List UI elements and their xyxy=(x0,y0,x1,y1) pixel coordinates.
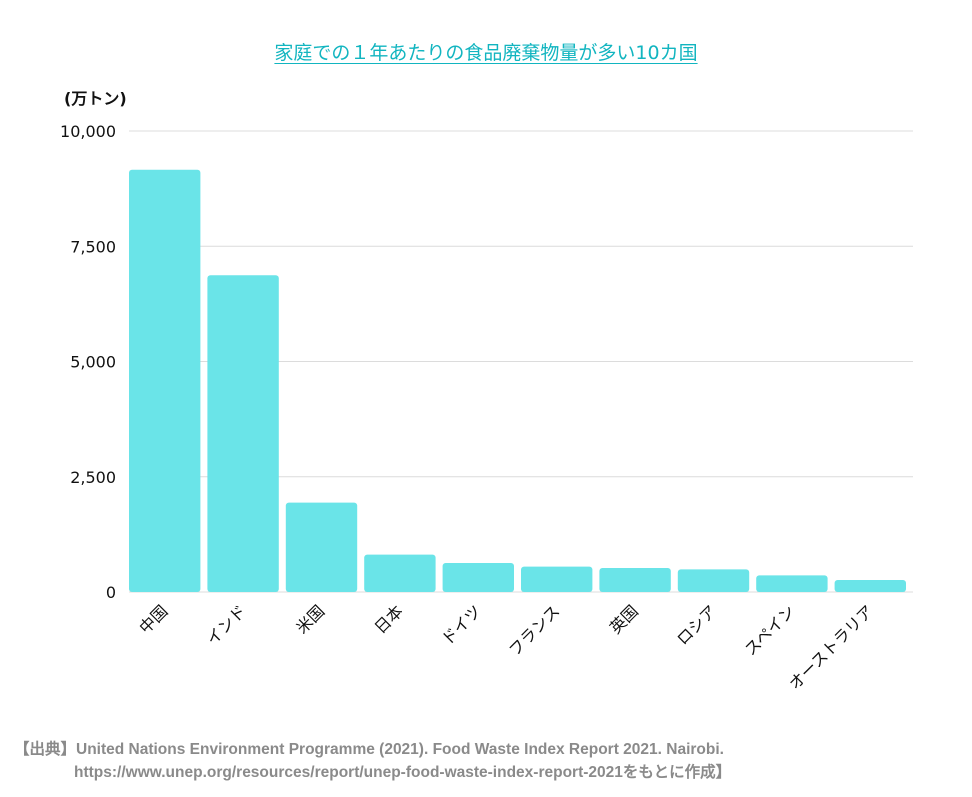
x-tick-label: 英国 xyxy=(606,601,642,637)
bar xyxy=(442,562,514,592)
bars xyxy=(129,169,906,592)
bar xyxy=(677,569,750,592)
bar xyxy=(285,502,358,592)
y-axis-label: (万トン) xyxy=(64,89,127,108)
y-tick-label: 2,500 xyxy=(70,468,116,487)
bar xyxy=(599,568,671,592)
x-tick-label: 日本 xyxy=(371,601,407,637)
x-tick-label: インド xyxy=(203,601,250,648)
source-line-1: 【出典】United Nations Environment Programme… xyxy=(14,741,724,758)
y-axis-ticks: 0 2,500 5,000 7,500 10,000 xyxy=(60,122,116,602)
x-tick-label: ドイツ xyxy=(438,601,485,648)
bar xyxy=(207,275,279,592)
bar xyxy=(756,575,828,592)
y-tick-label: 0 xyxy=(106,583,116,602)
x-tick-label: スペイン xyxy=(741,601,799,659)
y-tick-label: 5,000 xyxy=(70,353,116,372)
chart-title-text: 家庭での１年あたりの食品廃棄物量が多い10カ国 xyxy=(274,42,698,64)
x-tick-label: オーストラリア xyxy=(785,601,877,693)
bar xyxy=(129,169,201,592)
bar xyxy=(364,554,436,592)
chart-title: 家庭での１年あたりの食品廃棄物量が多い10カ国 xyxy=(0,38,972,65)
y-tick-label: 10,000 xyxy=(60,122,116,141)
x-tick-label: フランス xyxy=(505,601,563,659)
x-tick-label: 中国 xyxy=(135,601,171,637)
source-note: 【出典】United Nations Environment Programme… xyxy=(14,738,964,784)
x-tick-label: 米国 xyxy=(292,601,328,637)
bar xyxy=(521,566,593,592)
x-tick-label: ロシア xyxy=(673,601,720,648)
source-line-2: https://www.unep.org/resources/report/un… xyxy=(74,764,732,781)
bar xyxy=(834,580,906,592)
y-tick-label: 7,500 xyxy=(70,237,116,256)
